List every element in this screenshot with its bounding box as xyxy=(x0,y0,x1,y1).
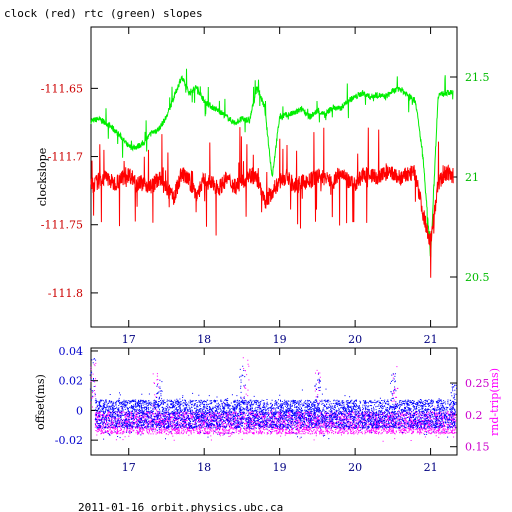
bot-xtick-label: 21 xyxy=(424,461,438,474)
rndtrip-scatter xyxy=(90,357,457,442)
bot-y2tick-label: 0.15 xyxy=(465,441,490,454)
top-plot: 17 18 19 20 21 -111.65 -111.7 -111.75 -111.8 21.5… xyxy=(36,27,490,346)
rndtrip-scatter-points xyxy=(90,357,457,442)
bot-ytick-label: 0.02 xyxy=(59,375,84,388)
top-y2tick-label: 20.5 xyxy=(465,271,490,284)
bot-ytick-label: 0 xyxy=(76,404,83,417)
bot-xtick-label: 17 xyxy=(122,461,136,474)
bot-xtick-label: 19 xyxy=(273,461,287,474)
offset-scatter xyxy=(89,358,457,440)
bot-y2tick-label: 0.25 xyxy=(465,377,490,390)
top-ytick-label: -111.7 xyxy=(48,151,83,164)
top-xtick-label: 21 xyxy=(424,333,438,346)
chart-title: clock (red) rtc (green) slopes xyxy=(4,7,203,20)
top-ytick-label: -111.8 xyxy=(48,287,83,300)
offset-scatter-points xyxy=(89,358,457,440)
top-ytick-label: -111.75 xyxy=(41,219,83,232)
top-xtick-label: 17 xyxy=(122,333,136,346)
bot-ytick-label: -0.02 xyxy=(55,434,83,447)
clock-series-line xyxy=(90,127,454,278)
bot-xtick-label: 18 xyxy=(197,461,211,474)
top-xtick-label: 19 xyxy=(273,333,287,346)
bottom-ylabel-left: offset(ms) xyxy=(34,374,47,430)
bot-y2tick-label: 0.2 xyxy=(465,409,483,422)
top-y2tick-label: 21.5 xyxy=(465,71,490,84)
top-xtick-label: 18 xyxy=(197,333,211,346)
top-y2tick-label: 21 xyxy=(465,171,479,184)
footer-text: 2011-01-16 orbit.physics.ubc.ca xyxy=(78,501,283,512)
bottom-plot: 17 18 19 20 21 0.04 0.02 0 -0.02 0.25 0.2 0.15 offse… xyxy=(34,345,501,474)
top-xtick-label: 20 xyxy=(348,333,362,346)
rtc-series-line xyxy=(90,68,454,258)
bottom-plot-frame xyxy=(90,347,458,456)
bot-xtick-label: 20 xyxy=(348,461,362,474)
top-ylabel: clockslope xyxy=(36,148,49,206)
top-ytick-label: -111.65 xyxy=(41,82,83,95)
bot-ytick-label: 0.04 xyxy=(59,345,84,358)
bottom-ylabel-right: rnd-trip(ms) xyxy=(488,368,501,436)
